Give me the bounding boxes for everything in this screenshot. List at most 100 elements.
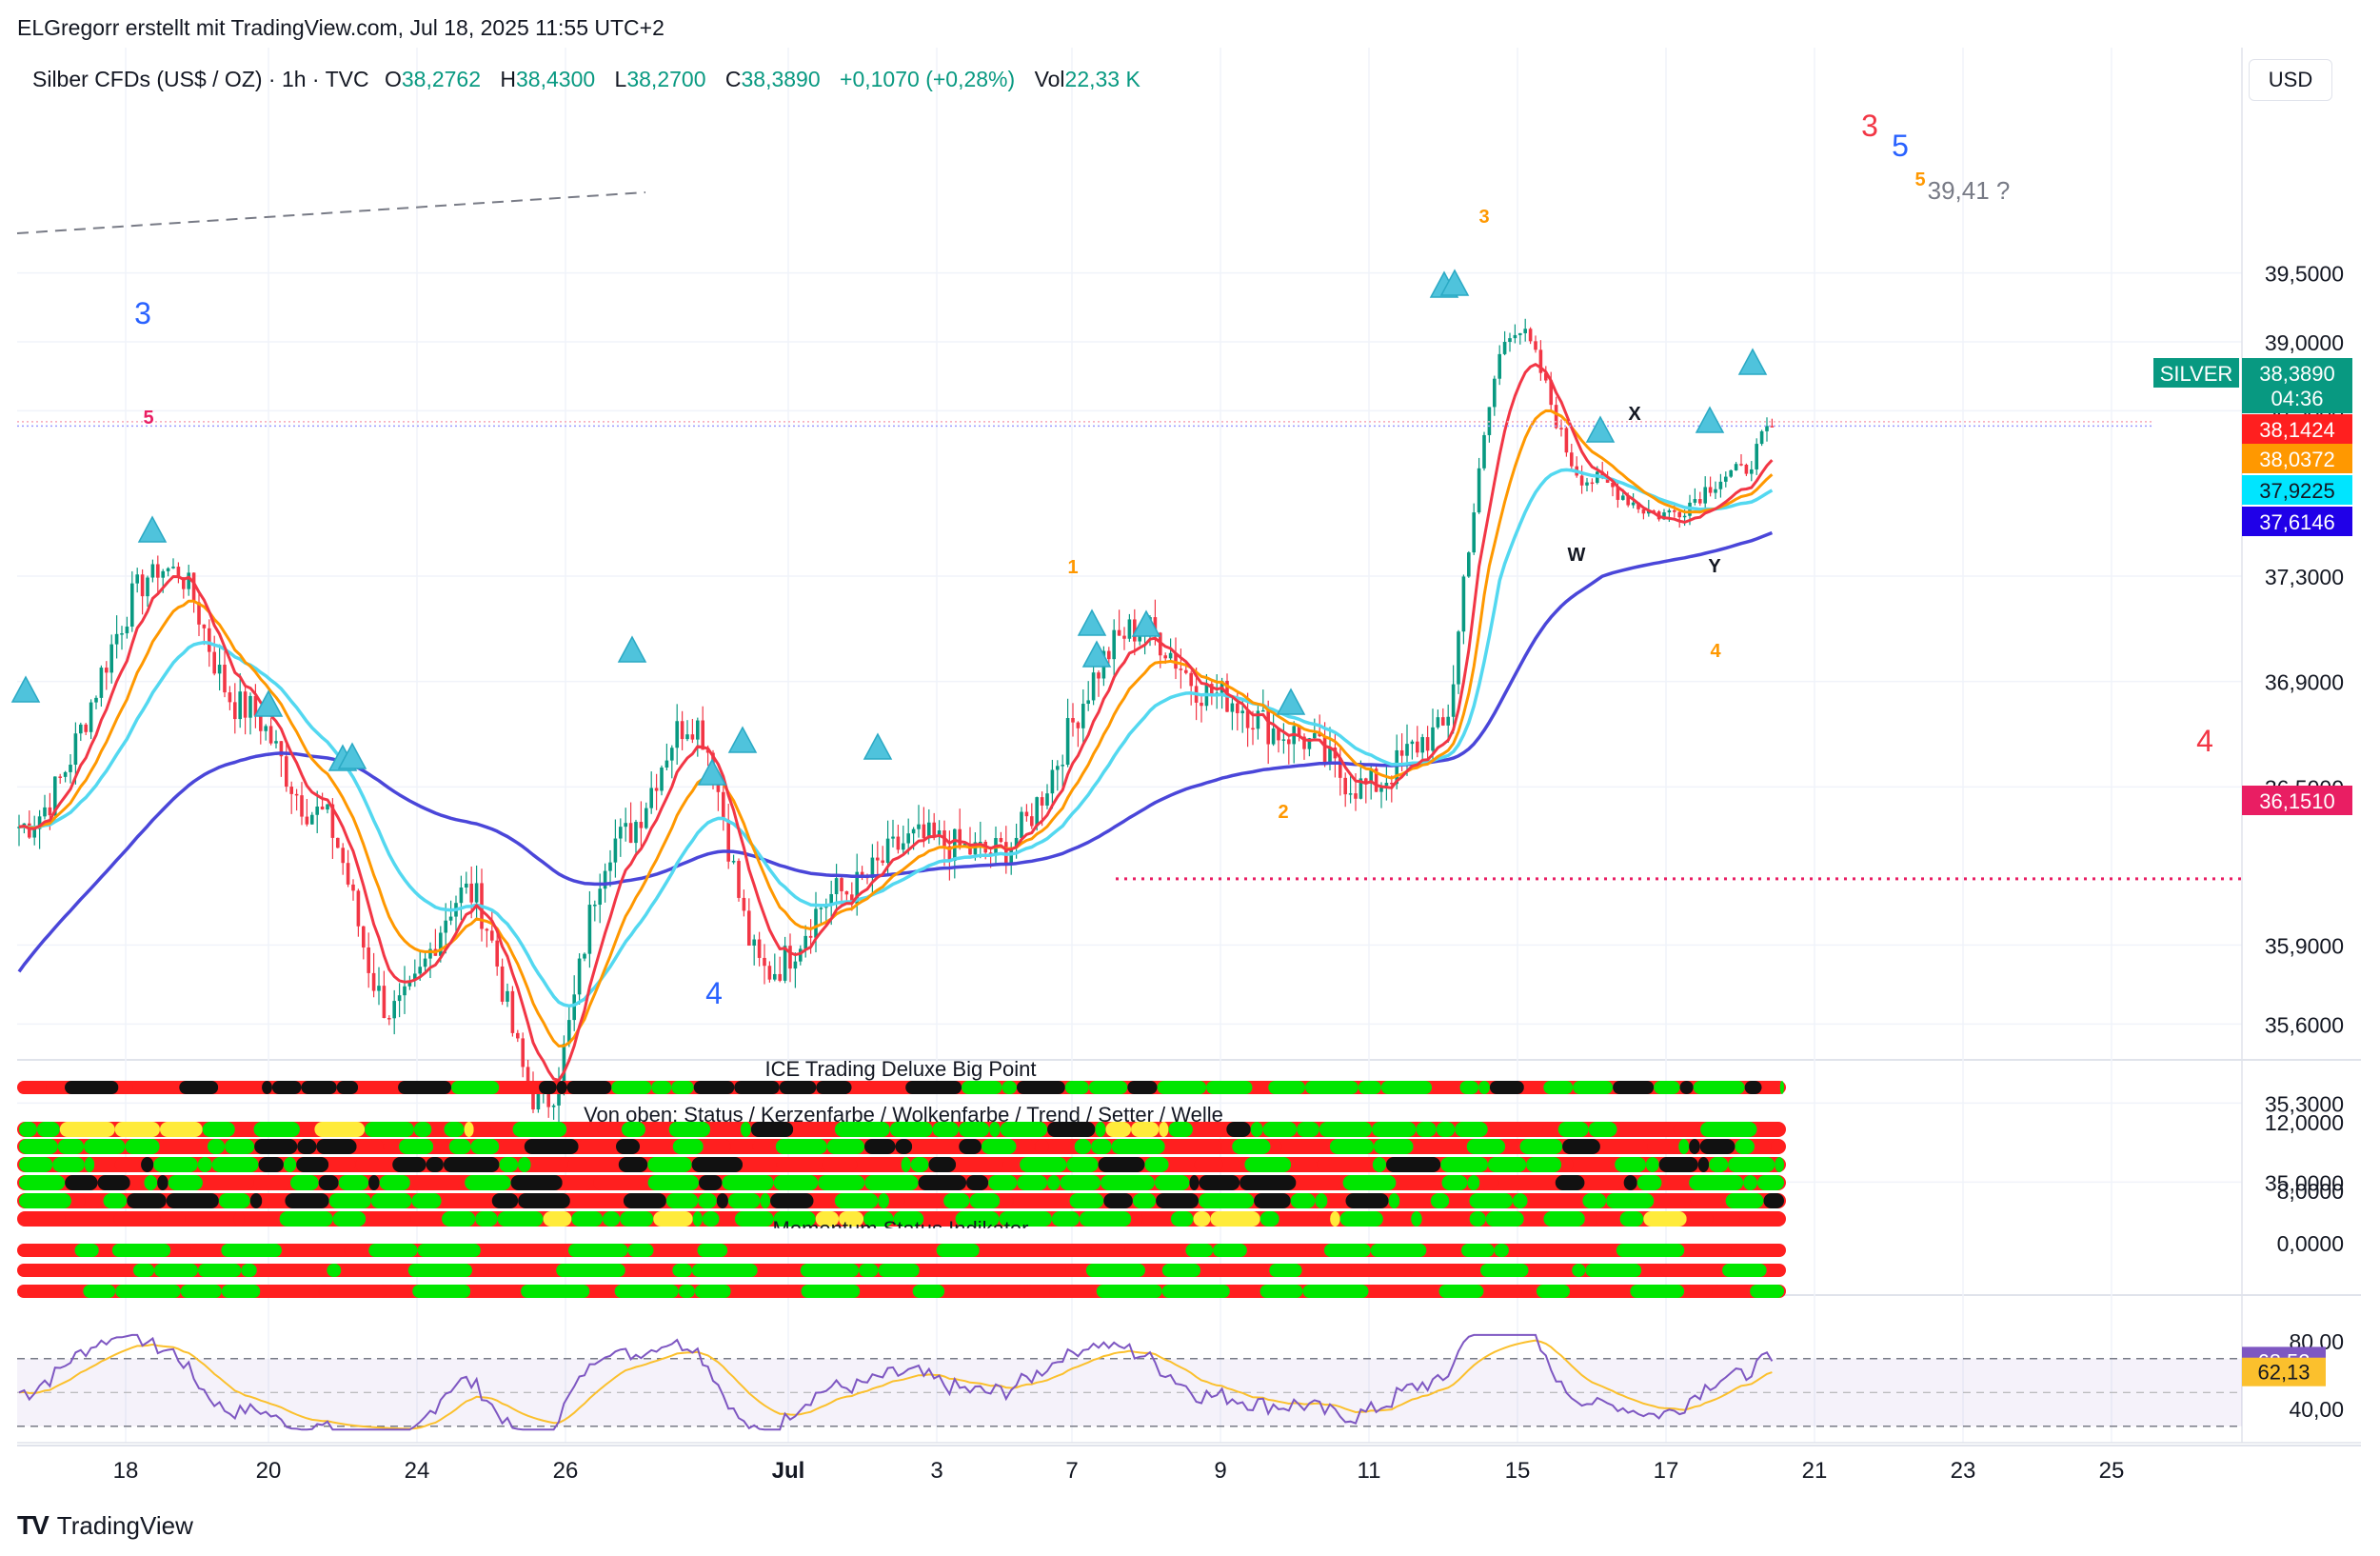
wave-dots [1131, 1211, 1143, 1227]
candle-body [1744, 464, 1749, 474]
candle-body [1641, 509, 1646, 514]
trend-dots [988, 1175, 1018, 1190]
candle-color-dots [225, 1139, 255, 1154]
cloud-color-dots [443, 1157, 500, 1172]
candle-body [356, 890, 361, 927]
signal-triangle-icon [1077, 608, 1107, 636]
rsi-ma-badge-bg [2242, 1357, 2326, 1386]
candle-body [1410, 741, 1415, 745]
x-tick-label: Jul [772, 1458, 805, 1484]
candle-body [973, 842, 978, 855]
symbol-legend[interactable]: Silber CFDs (US$ / OZ) · 1h · TVC O38,27… [32, 67, 1154, 92]
indicator-panels [17, 1081, 2242, 1431]
candle-body [670, 748, 674, 761]
momentum-dots-3 [470, 1285, 522, 1298]
candle-body [146, 577, 149, 597]
signal-triangle-icon [1131, 609, 1161, 637]
momentum-dots-3 [387, 1285, 413, 1298]
candle-body [1457, 631, 1460, 685]
chart-attribution: ELGregorr erstellt mit TradingView.com, … [17, 15, 664, 40]
wave-dots [1259, 1211, 1279, 1227]
cloud-color-dots [647, 1157, 692, 1172]
x-tick-label: 3 [930, 1458, 942, 1484]
candle-color-dots [1164, 1139, 1222, 1154]
trend-dots [647, 1175, 700, 1190]
big-point-dots [611, 1081, 652, 1094]
candle-body [1071, 718, 1075, 723]
cloud-color-dots [928, 1157, 957, 1172]
big-point-dots [1613, 1081, 1655, 1094]
setter-dots [1315, 1193, 1328, 1208]
momentum-dots-3 [1259, 1285, 1303, 1298]
status-dots [932, 1122, 959, 1137]
momentum-dots-1 [1508, 1244, 1547, 1257]
setter-dots [1763, 1193, 1784, 1208]
big-point-dots [398, 1081, 452, 1094]
status-dots [512, 1122, 567, 1137]
trend-dots [562, 1175, 594, 1190]
candle-body [598, 888, 602, 906]
wave-dots [692, 1211, 703, 1227]
trend-line [16, 191, 646, 234]
wave-dots [1421, 1211, 1470, 1227]
setter-dots [760, 1193, 771, 1208]
rsi-axis-label: 40,00 [2289, 1397, 2344, 1422]
candle-body [217, 665, 222, 674]
candle-body [613, 838, 618, 863]
tradingview-footer[interactable]: TV TradingView [17, 1510, 193, 1541]
momentum-dots-2 [859, 1264, 879, 1277]
cloud-color-dots [743, 1157, 777, 1172]
momentum-dots-1 [111, 1244, 171, 1257]
wave-dots [1584, 1211, 1597, 1227]
currency-button[interactable]: USD [2249, 59, 2332, 101]
wave-dots [19, 1211, 66, 1227]
cloud-color-dots [1561, 1157, 1574, 1172]
momentum-dots-1 [1246, 1244, 1306, 1257]
setter-dots [1345, 1193, 1389, 1208]
candle-body [1236, 703, 1240, 713]
big-point-dots [1206, 1081, 1253, 1094]
y-tick-label: 35,3000 [2265, 1091, 2344, 1116]
candle-color-dots [1466, 1139, 1506, 1154]
candle-body [465, 883, 468, 888]
candle-body [1570, 452, 1574, 467]
candle-body [953, 828, 957, 862]
candle-body [1538, 349, 1543, 373]
candle-body [1281, 739, 1286, 741]
setter-dots [665, 1193, 699, 1208]
trend-dots [818, 1175, 865, 1190]
status-dots [597, 1122, 622, 1137]
trend-dots [1661, 1175, 1690, 1190]
wave-dots [1686, 1211, 1714, 1227]
candle-body [448, 916, 453, 921]
status-dots [1455, 1122, 1488, 1137]
candle-body [783, 946, 787, 981]
candle-body [1256, 710, 1260, 729]
momentum-dots-2 [511, 1264, 557, 1277]
wave-dots [410, 1211, 443, 1227]
candle-body [557, 1085, 561, 1106]
candle-body [294, 793, 299, 796]
candle-body [1133, 619, 1137, 642]
status-dots [566, 1122, 598, 1137]
wave-dots [1339, 1211, 1383, 1227]
candle-color-dots [981, 1139, 1017, 1154]
setter-dots [698, 1193, 717, 1208]
status-dots [1557, 1122, 1589, 1137]
cloud-color-dots [1440, 1157, 1488, 1172]
candle-color-dots [125, 1139, 160, 1154]
candle-color-dots [399, 1139, 434, 1154]
momentum-dots-3 [412, 1285, 471, 1298]
close-label: C [724, 67, 742, 91]
candle-body [268, 726, 273, 744]
cloud-color-dots [52, 1157, 85, 1172]
cloud-color-dots [1020, 1157, 1067, 1172]
momentum-dots-1 [697, 1244, 728, 1257]
wave-dots [1210, 1211, 1260, 1227]
candle-body [233, 702, 237, 720]
candle-body [1518, 332, 1522, 335]
status-dots [299, 1122, 315, 1137]
y-tick-label: 35,6000 [2265, 1012, 2344, 1037]
candle-color-dots [1048, 1139, 1075, 1154]
